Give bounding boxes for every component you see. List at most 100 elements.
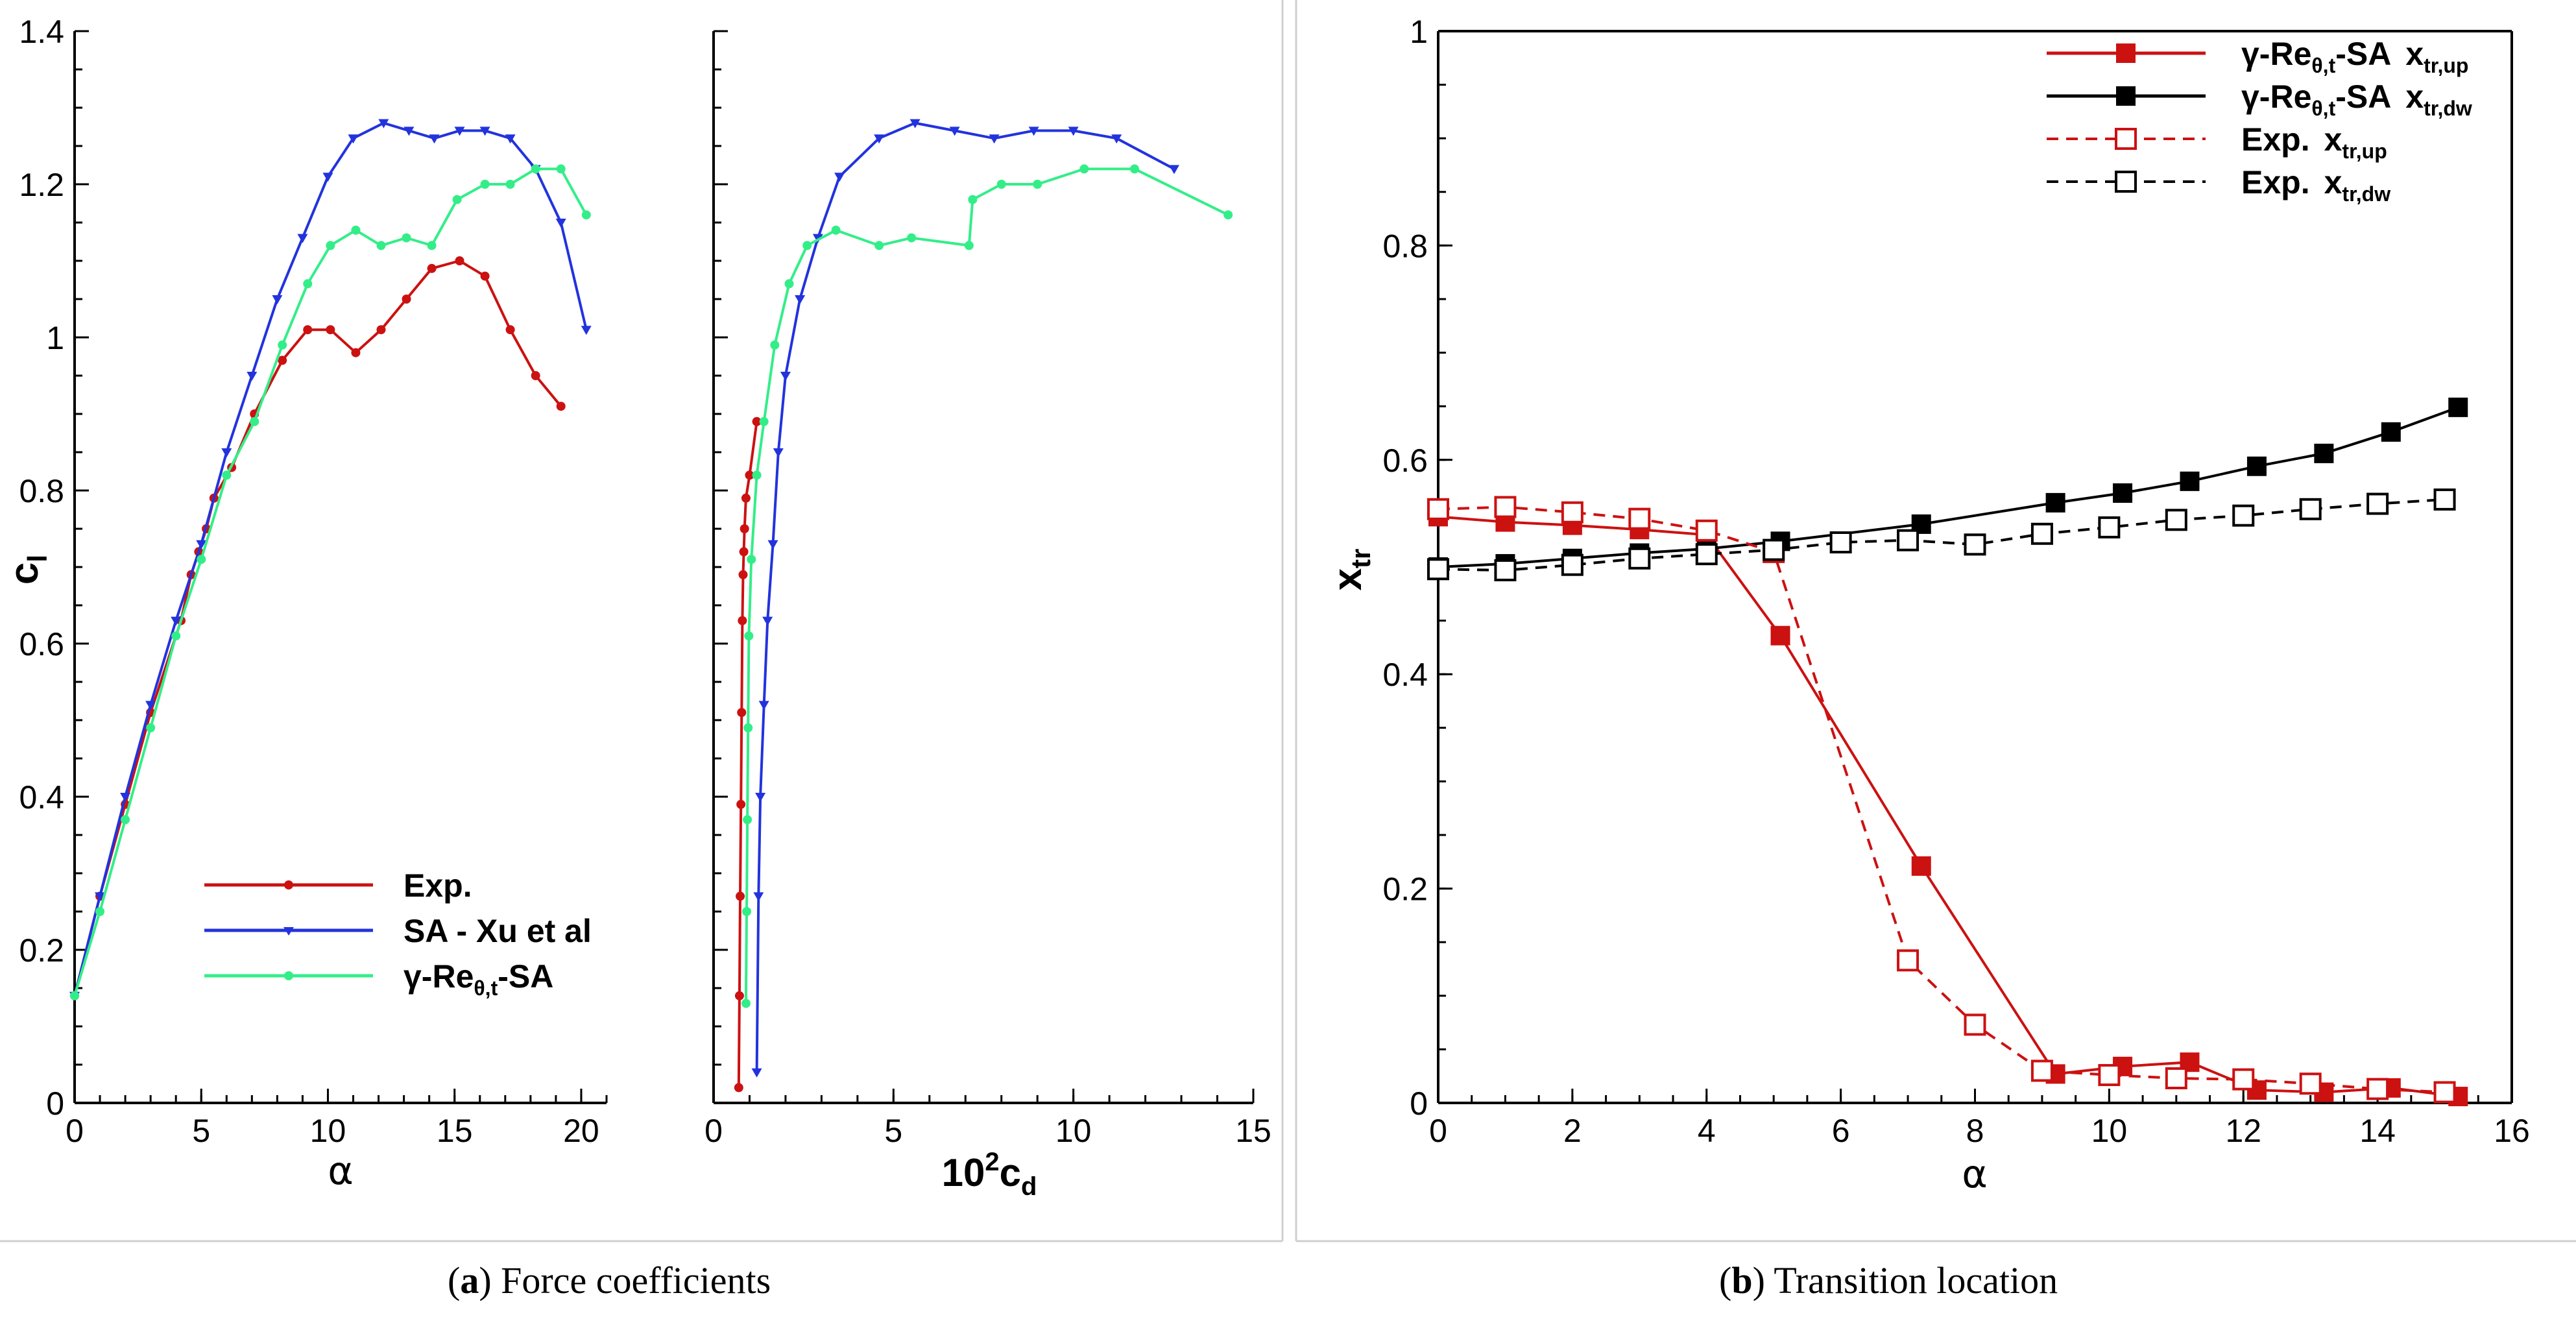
cl-cd-sa-point xyxy=(753,892,764,902)
caption-b: (b) Transition location xyxy=(1719,1259,2058,1301)
xtr-exp-dw-point xyxy=(2165,509,2187,531)
xtr-x-tick-label: 16 xyxy=(2494,1113,2530,1149)
xtr-exp-dw-point xyxy=(2366,492,2389,515)
xtr-y-tick-labels: 0 0.2 0.4 0.6 0.8 1 xyxy=(1382,14,1428,1122)
cl-cd-sa-point xyxy=(1111,134,1122,144)
xtr-x-tick-label: 6 xyxy=(1832,1113,1850,1149)
cl-alpha-gamma-point xyxy=(351,225,361,235)
legend-a-exp-label: Exp. xyxy=(403,867,472,904)
cl-alpha-sa-line xyxy=(73,121,588,997)
cl-cd-x-label: 102cd xyxy=(942,1148,1037,1201)
cl-cd-sa-point xyxy=(874,134,885,144)
cl-cd-sa-point xyxy=(1168,165,1179,175)
cl-cd-x-tick-label: 5 xyxy=(884,1113,902,1149)
xtr-exp-dw-point xyxy=(1695,543,1718,566)
cl-alpha-x-tick-label: 10 xyxy=(310,1113,346,1149)
caption-b-label: b xyxy=(1731,1259,1753,1301)
xtr-exp-dw-point xyxy=(2433,488,2456,511)
cl-cd-sa-point xyxy=(989,134,1000,144)
cl-alpha-gamma-point xyxy=(146,723,156,732)
cl-alpha-gamma-line xyxy=(73,167,588,997)
cl-alpha-series xyxy=(69,119,592,1001)
xtr-exp-up-point xyxy=(2098,1064,2121,1087)
cl-alpha-gamma-point xyxy=(250,417,259,426)
cl-alpha-sa-point xyxy=(247,372,258,381)
cl-alpha-sa-point xyxy=(297,234,308,243)
cl-alpha-y-tick-label: 1.2 xyxy=(19,167,64,203)
cl-cd-x-tick-labels: 0 5 10 15 xyxy=(704,1113,1271,1149)
xtr-gamma-up-line xyxy=(1438,515,2459,1098)
xtr-x-tick-label: 8 xyxy=(1966,1113,1984,1149)
cl-cd-sa-point xyxy=(949,127,960,136)
xtr-gamma-dw-point xyxy=(2246,456,2267,476)
cl-cd-sa-point xyxy=(751,1068,762,1078)
caption-a-label: a xyxy=(460,1259,479,1301)
xtr-y-tick-label: 0.8 xyxy=(1382,228,1428,264)
cl-cd-sa-point xyxy=(1068,127,1079,136)
cl-cd-gamma-point xyxy=(784,279,794,289)
cl-cd-exp-point xyxy=(752,417,762,426)
xtr-gamma-dw-point xyxy=(2381,422,2401,442)
xtr-gamma-dw-point xyxy=(2314,443,2334,463)
cl-alpha-gamma-point xyxy=(452,195,462,204)
xtr-exp-up-point xyxy=(2299,1072,2322,1095)
cl-alpha-sa-point xyxy=(555,219,566,228)
cl-alpha-exp-point xyxy=(326,325,335,335)
xtr-exp-dw-point xyxy=(1427,558,1449,581)
cl-cd-exp-point xyxy=(745,470,754,480)
cl-cd-gamma-line xyxy=(744,167,1229,1004)
xtr-exp-up-point xyxy=(1695,519,1718,542)
xtr-gamma-up-point xyxy=(1911,856,1931,876)
xtr-x-tick-label: 12 xyxy=(2225,1113,2261,1149)
cl-cd-exp-point xyxy=(736,891,745,901)
xtr-exp-up-point xyxy=(1561,501,1583,524)
cl-cd-sa-point xyxy=(795,295,806,304)
xtr-exp-dw-point xyxy=(2299,498,2322,520)
xtr-exp-up-line xyxy=(1438,505,2445,1094)
xtr-exp-up-point xyxy=(2030,1059,2053,1082)
caption-a: (a) Force coefficients xyxy=(448,1259,771,1301)
legend-a-gamma-label: γ-Reθ,t-SA xyxy=(403,958,553,1000)
xtr-exp-dw-point xyxy=(1897,529,1920,551)
cl-alpha-exp-point xyxy=(427,263,437,273)
cl-cd-gamma-point xyxy=(964,241,974,250)
cl-cd-gamma-point xyxy=(747,555,756,564)
cl-alpha-x-tick-label: 5 xyxy=(192,1113,210,1149)
xtr-gamma-up-point xyxy=(1770,625,1790,646)
cl-alpha-x-tick-label: 15 xyxy=(437,1113,473,1149)
caption-b-text: Transition location xyxy=(1774,1259,2058,1301)
xtr-exp-dw-point xyxy=(2030,522,2053,545)
xtr-x-tick-label: 10 xyxy=(2091,1113,2128,1149)
xtr-exp-dw-point xyxy=(1763,538,1785,561)
cl-cd-gamma-point xyxy=(996,180,1006,189)
cl-alpha-exp-point xyxy=(278,356,287,365)
xtr-exp-dw-point xyxy=(1628,547,1651,570)
cl-cd-gamma-point xyxy=(1033,180,1042,189)
cl-alpha-y-tick-label: 0.8 xyxy=(19,473,64,509)
legend-b-exp-up: Exp. xtr,up xyxy=(2047,121,2387,163)
cl-cd-sa-point xyxy=(773,448,784,457)
cl-alpha-y-tick-label: 0 xyxy=(46,1085,64,1122)
xtr-gamma-dw-point xyxy=(2045,492,2065,513)
xtr-exp-up-point xyxy=(1494,496,1517,518)
cl-cd-plot: 0 5 10 15 102cd xyxy=(704,30,1271,1201)
cl-alpha-gamma-point xyxy=(278,340,287,350)
xtr-x-label: α xyxy=(1962,1152,1988,1197)
cl-cd-sa-point xyxy=(762,616,773,626)
cl-alpha-exp-point xyxy=(455,256,464,265)
xtr-y-tick-label: 0.6 xyxy=(1382,442,1428,479)
xtr-exp-up-point xyxy=(2232,1068,2255,1091)
cl-alpha-sa-point xyxy=(403,127,415,136)
cl-alpha-sa-point xyxy=(505,134,516,144)
xtr-x-tick-labels: 0 2 4 6 8 10 12 14 16 xyxy=(1429,1113,2530,1149)
legend-b-gamma-dw: γ-Reθ,t-SA xtr,dw xyxy=(2047,79,2472,120)
xtr-y-tick-label: 0 xyxy=(1410,1085,1428,1122)
cl-cd-gamma-point xyxy=(742,907,752,916)
legend-a-sa-label: SA - Xu et al xyxy=(403,913,592,949)
legend-b-exp-dw-marker xyxy=(2115,171,2137,193)
cl-alpha-sa-point xyxy=(221,448,232,457)
cl-alpha-gamma-point xyxy=(505,180,515,189)
xtr-exp-dw-point xyxy=(1964,533,1986,556)
cl-alpha-y-tick-label: 0.2 xyxy=(19,932,64,969)
